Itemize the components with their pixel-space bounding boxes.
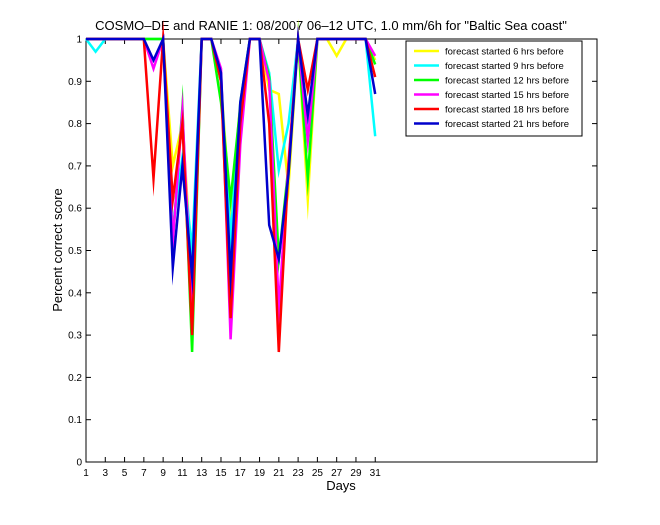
y-tick-label: 0.8 <box>68 119 82 130</box>
axes: 1 3 5 7 9 11 13 15 17 19 21 23 25 27 29 3100.10.20.30.4… <box>68 35 598 479</box>
series-line <box>86 26 377 301</box>
legend-label: forecast started 18 hrs before <box>445 105 569 116</box>
x-tick-label: 31 <box>370 468 382 479</box>
x-tick-label: 13 <box>196 468 208 479</box>
x-tick-label: 5 <box>122 468 128 479</box>
legend-label: forecast started 6 hrs before <box>445 47 564 58</box>
x-tick-label: 15 <box>215 468 227 479</box>
chart-title: COSMO–DE and RANIE 1: 08/2007 06–12 UTC,… <box>95 18 567 33</box>
y-tick-label: 0.6 <box>68 204 82 215</box>
x-tick-label: 1 <box>83 468 89 479</box>
x-tick-label: 21 <box>273 468 285 479</box>
legend: forecast started 6 hrs before forecast st… <box>405 40 583 137</box>
legend-label: forecast started 21 hrs before <box>445 119 569 130</box>
y-tick-label: 0.5 <box>68 246 82 257</box>
x-tick-label: 23 <box>293 468 305 479</box>
y-tick-label: 0 <box>76 458 82 469</box>
legend-label: forecast started 12 hrs before <box>445 76 569 87</box>
x-axis-label: Days <box>326 478 356 493</box>
series-lines <box>85 18 377 353</box>
y-axis-label: Percent correct score <box>50 188 65 312</box>
x-tick-label: 3 <box>103 468 109 479</box>
y-tick-label: 0.3 <box>68 331 82 342</box>
y-tick-label: 1 <box>76 35 82 46</box>
x-tick-label: 25 <box>312 468 324 479</box>
x-tick-label: 19 <box>254 468 266 479</box>
x-tick-label: 27 <box>331 468 343 479</box>
series-line <box>85 27 377 268</box>
x-tick-label: 7 <box>141 468 147 479</box>
x-tick-label: 17 <box>235 468 247 479</box>
legend-label: forecast started 15 hrs before <box>445 90 569 101</box>
y-tick-label: 0.9 <box>68 77 82 88</box>
x-tick-label: 29 <box>350 468 362 479</box>
x-tick-label: 9 <box>160 468 166 479</box>
y-tick-label: 0.4 <box>68 288 82 299</box>
legend-label: forecast started 9 hrs before <box>445 61 564 72</box>
y-tick-label: 0.1 <box>68 415 82 426</box>
y-tick-label: 0.7 <box>68 161 82 172</box>
x-tick-label: 11 <box>177 468 188 479</box>
legend-box <box>405 40 583 137</box>
y-tick-label: 0.2 <box>68 373 82 384</box>
